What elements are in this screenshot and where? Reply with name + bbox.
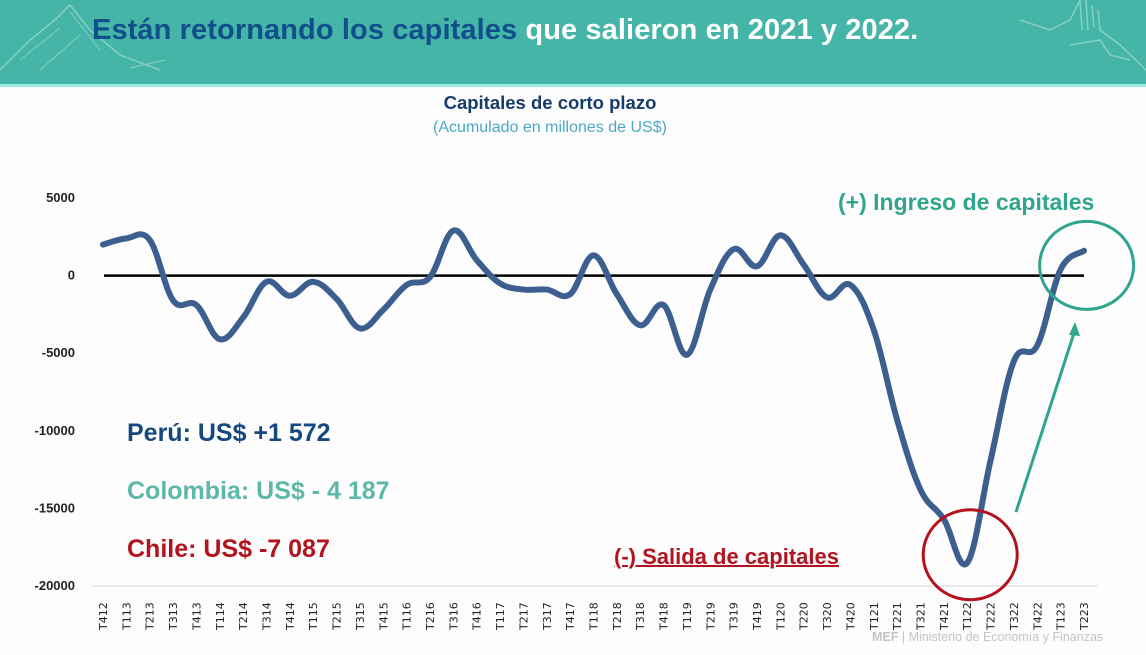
footer-separator: | bbox=[901, 630, 906, 644]
x-tick-label: T118 bbox=[588, 602, 601, 631]
x-tick-label: T418 bbox=[658, 602, 671, 631]
y-tick-label: -15000 bbox=[35, 500, 75, 515]
footer: MEF | Ministerio de Economía y Finanzas bbox=[872, 630, 1103, 644]
slide-title-part1: Están retornando los capitales bbox=[92, 14, 518, 46]
x-tick-label: T317 bbox=[541, 602, 554, 631]
x-tick-label: T119 bbox=[681, 602, 694, 631]
x-tick-label: T314 bbox=[261, 602, 274, 631]
x-tick-label: T413 bbox=[190, 602, 203, 631]
x-tick-label: T316 bbox=[447, 602, 460, 631]
x-tick-label: T220 bbox=[798, 602, 811, 631]
x-axis: T412 T113 T213 T313 T413 T114 T214 T314 T414 T115… bbox=[97, 602, 1091, 631]
y-tick-label: 0 bbox=[68, 268, 75, 283]
x-tick-label: T322 bbox=[1008, 602, 1021, 631]
x-tick-label: T217 bbox=[517, 602, 530, 631]
x-tick-label: T319 bbox=[728, 602, 741, 631]
y-tick-label: 5000 bbox=[46, 190, 75, 205]
x-tick-label: T216 bbox=[424, 602, 437, 631]
x-tick-label: T223 bbox=[1078, 602, 1091, 631]
x-tick-label: T222 bbox=[985, 602, 998, 631]
y-axis: 5000 0 -5000 -10000 -15000 -20000 bbox=[35, 190, 75, 593]
x-tick-label: T120 bbox=[774, 602, 787, 631]
chile-annotation: Chile: US$ -7 087 bbox=[127, 535, 330, 563]
x-tick-label: T318 bbox=[634, 602, 647, 631]
x-tick-label: T416 bbox=[471, 602, 484, 631]
x-tick-label: T122 bbox=[961, 602, 974, 631]
x-tick-label: T113 bbox=[120, 602, 133, 631]
y-tick-label: -10000 bbox=[35, 423, 75, 438]
x-tick-label: T421 bbox=[938, 602, 951, 631]
chart-subtitle: (Acumulado en millones de US$) bbox=[433, 119, 667, 136]
x-tick-label: T115 bbox=[307, 602, 320, 631]
x-tick-label: T215 bbox=[331, 602, 344, 631]
x-tick-label: T420 bbox=[844, 602, 857, 631]
x-tick-label: T219 bbox=[704, 602, 717, 631]
x-tick-label: T114 bbox=[214, 602, 227, 631]
footer-org-full: Ministerio de Economía y Finanzas bbox=[908, 630, 1104, 644]
nazca-lines-decoration-icon bbox=[1019, 0, 1146, 71]
inflow-highlight-circle bbox=[1038, 219, 1136, 311]
x-tick-label: T414 bbox=[284, 602, 297, 631]
inflow-arrow bbox=[1014, 322, 1080, 513]
x-tick-label: T121 bbox=[868, 602, 881, 631]
x-tick-label: T419 bbox=[751, 602, 764, 631]
x-tick-label: T116 bbox=[401, 602, 414, 631]
x-tick-label: T218 bbox=[611, 602, 624, 631]
x-tick-label: T117 bbox=[494, 602, 507, 631]
x-tick-label: T412 bbox=[97, 602, 110, 631]
x-tick-label: T123 bbox=[1055, 602, 1068, 631]
x-tick-label: T221 bbox=[891, 602, 904, 631]
inflow-label: (+) Ingreso de capitales bbox=[838, 189, 1095, 215]
header-banner: Están retornando los capitales que salie… bbox=[0, 0, 1146, 87]
peru-annotation: Perú: US$ +1 572 bbox=[127, 419, 331, 447]
series-line-capitales bbox=[100, 227, 1087, 568]
outflow-highlight-circle bbox=[921, 508, 1019, 602]
slide-title-part2: que salieron en 2021 y 2022. bbox=[525, 14, 919, 46]
x-tick-label: T415 bbox=[377, 602, 390, 631]
outflow-label: (-) Salida de capitales bbox=[614, 544, 839, 569]
x-tick-label: T313 bbox=[167, 602, 180, 631]
x-tick-label: T422 bbox=[1031, 602, 1044, 631]
y-tick-label: -20000 bbox=[35, 578, 75, 593]
machu-picchu-decoration-icon bbox=[0, 3, 166, 71]
x-tick-label: T315 bbox=[354, 602, 367, 631]
x-tick-label: T321 bbox=[915, 602, 928, 631]
y-tick-label: -5000 bbox=[42, 345, 75, 360]
x-tick-label: T417 bbox=[564, 602, 577, 631]
colombia-annotation: Colombia: US$ - 4 187 bbox=[127, 477, 390, 505]
chart-title: Capitales de corto plazo bbox=[443, 92, 657, 113]
x-tick-label: T320 bbox=[821, 602, 834, 631]
x-tick-label: T214 bbox=[237, 602, 250, 631]
slide-title: Están retornando los capitales que salie… bbox=[92, 14, 918, 47]
x-tick-label: T213 bbox=[144, 602, 157, 631]
footer-org-short: MEF bbox=[872, 630, 899, 644]
